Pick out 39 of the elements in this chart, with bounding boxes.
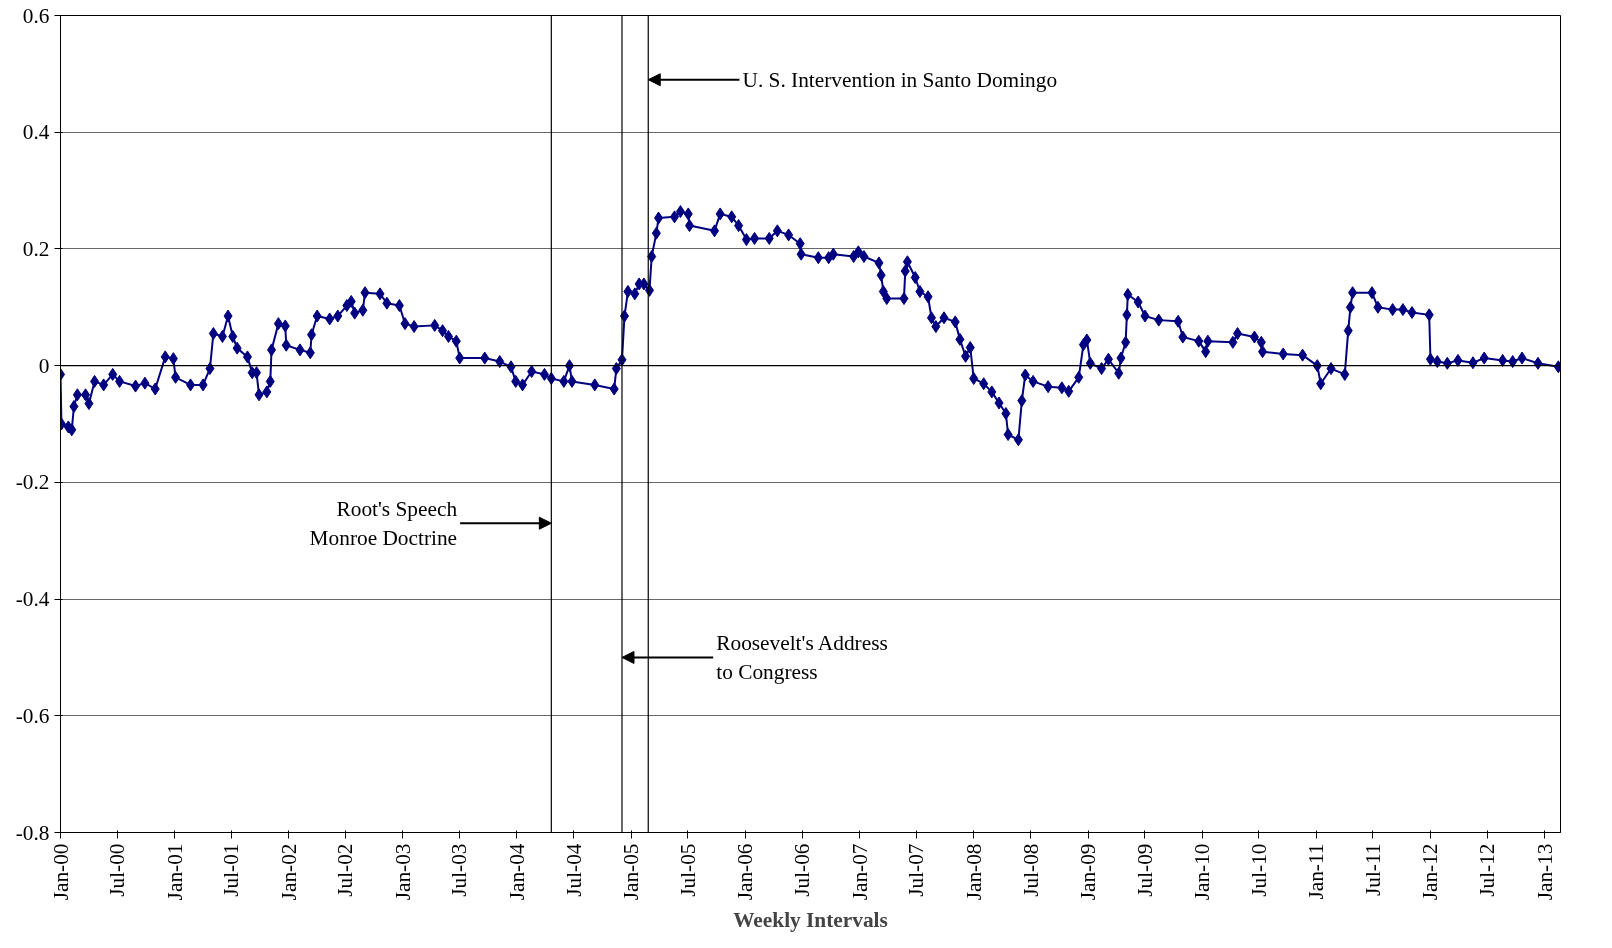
- x-tick-label: Jul-01: [219, 843, 244, 897]
- x-axis-title: Weekly Intervals: [733, 908, 888, 933]
- x-tick-label: Jan-12: [1418, 843, 1443, 901]
- y-tick-label: 0.6: [22, 3, 50, 28]
- x-tick-label: Jan-04: [504, 843, 529, 901]
- x-tick-label: Jul-12: [1475, 843, 1500, 897]
- x-tick-label: Jul-10: [1246, 843, 1271, 897]
- x-tick-label: Jul-03: [447, 843, 472, 897]
- y-tick-label: -0.4: [15, 587, 50, 612]
- y-tick-label: -0.2: [15, 470, 50, 495]
- x-tick-label: Jan-07: [847, 843, 872, 901]
- x-tick-label: Jul-05: [675, 843, 700, 897]
- x-tick-label: Jul-08: [1018, 843, 1043, 897]
- x-tick-label: Jan-03: [390, 843, 415, 901]
- y-tick-label: -0.6: [15, 703, 50, 728]
- x-tick-label: Jan-06: [733, 843, 758, 901]
- x-tick-label: Jan-00: [48, 843, 73, 901]
- x-tick-label: Jan-09: [1076, 843, 1101, 901]
- annotation: U. S. Intervention in Santo Domingo: [742, 67, 1058, 92]
- x-tick-label: Jul-00: [105, 843, 130, 897]
- y-tick-label: 0.4: [22, 120, 50, 145]
- x-tick-label: Jul-02: [333, 843, 358, 897]
- x-tick-label: Jan-02: [276, 843, 301, 901]
- x-tick-label: Jul-11: [1360, 843, 1385, 897]
- x-tick-label: Jan-05: [619, 843, 644, 901]
- annotation: Root's Speech Monroe Doctrine: [309, 496, 458, 550]
- y-tick-label: 0: [38, 353, 50, 378]
- x-tick-label: Jan-01: [162, 843, 187, 901]
- x-tick-label: Jan-13: [1532, 843, 1557, 901]
- x-tick-label: Jul-04: [561, 843, 586, 897]
- y-tick-label: -0.8: [15, 820, 50, 845]
- x-tick-label: Jul-07: [904, 843, 929, 897]
- x-tick-label: Jul-09: [1132, 843, 1157, 897]
- x-tick-label: Jan-10: [1190, 843, 1215, 901]
- x-tick-label: Jan-11: [1304, 843, 1329, 900]
- y-tick-label: 0.2: [22, 236, 50, 261]
- annotation: Roosevelt's Address to Congress: [716, 631, 888, 684]
- x-tick-label: Jan-08: [961, 843, 986, 901]
- x-tick-label: Jul-06: [790, 843, 815, 897]
